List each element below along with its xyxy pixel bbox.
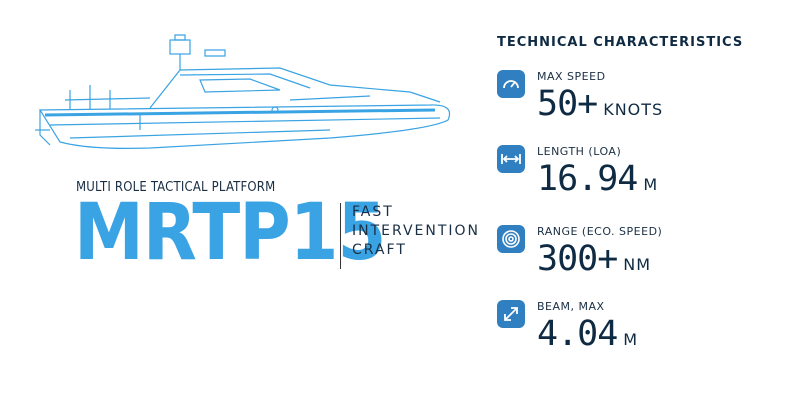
- craft-description: FAST INTERVENTION CRAFT: [352, 203, 480, 260]
- arrows-diagonal-icon: [497, 300, 525, 328]
- spec-label: BEAM, MAX: [537, 300, 605, 313]
- spec-value: 50+ KNOTS: [537, 84, 664, 124]
- spec-label: RANGE (ECO. SPEED): [537, 225, 663, 238]
- spec-length: LENGTH (LOA) 16.94 M: [497, 145, 777, 205]
- description-line: FAST: [352, 204, 394, 220]
- spec-value: 4.04 M: [537, 314, 639, 354]
- technical-characteristics-title: TECHNICAL CHARACTERISTICS: [497, 35, 744, 50]
- spec-value: 16.94 M: [537, 159, 659, 199]
- spec-beam: BEAM, MAX 4.04 M: [497, 300, 777, 360]
- spec-value: 300+ NM: [537, 239, 652, 279]
- description-line: CRAFT: [352, 242, 407, 258]
- speedometer-icon: [497, 70, 525, 98]
- platform-subtitle: MULTI ROLE TACTICAL PLATFORM: [76, 180, 276, 195]
- spec-label: LENGTH (LOA): [537, 145, 622, 158]
- target-icon: [497, 225, 525, 253]
- arrows-horizontal-icon: [497, 145, 525, 173]
- spec-max-speed: MAX SPEED 50+ KNOTS: [497, 70, 777, 130]
- boat-illustration: [35, 34, 451, 149]
- spec-range: RANGE (ECO. SPEED) 300+ NM: [497, 225, 777, 285]
- divider: [340, 203, 341, 269]
- description-line: INTERVENTION: [352, 223, 481, 239]
- spec-label: MAX SPEED: [537, 70, 606, 83]
- model-name: MRTP15: [74, 188, 386, 278]
